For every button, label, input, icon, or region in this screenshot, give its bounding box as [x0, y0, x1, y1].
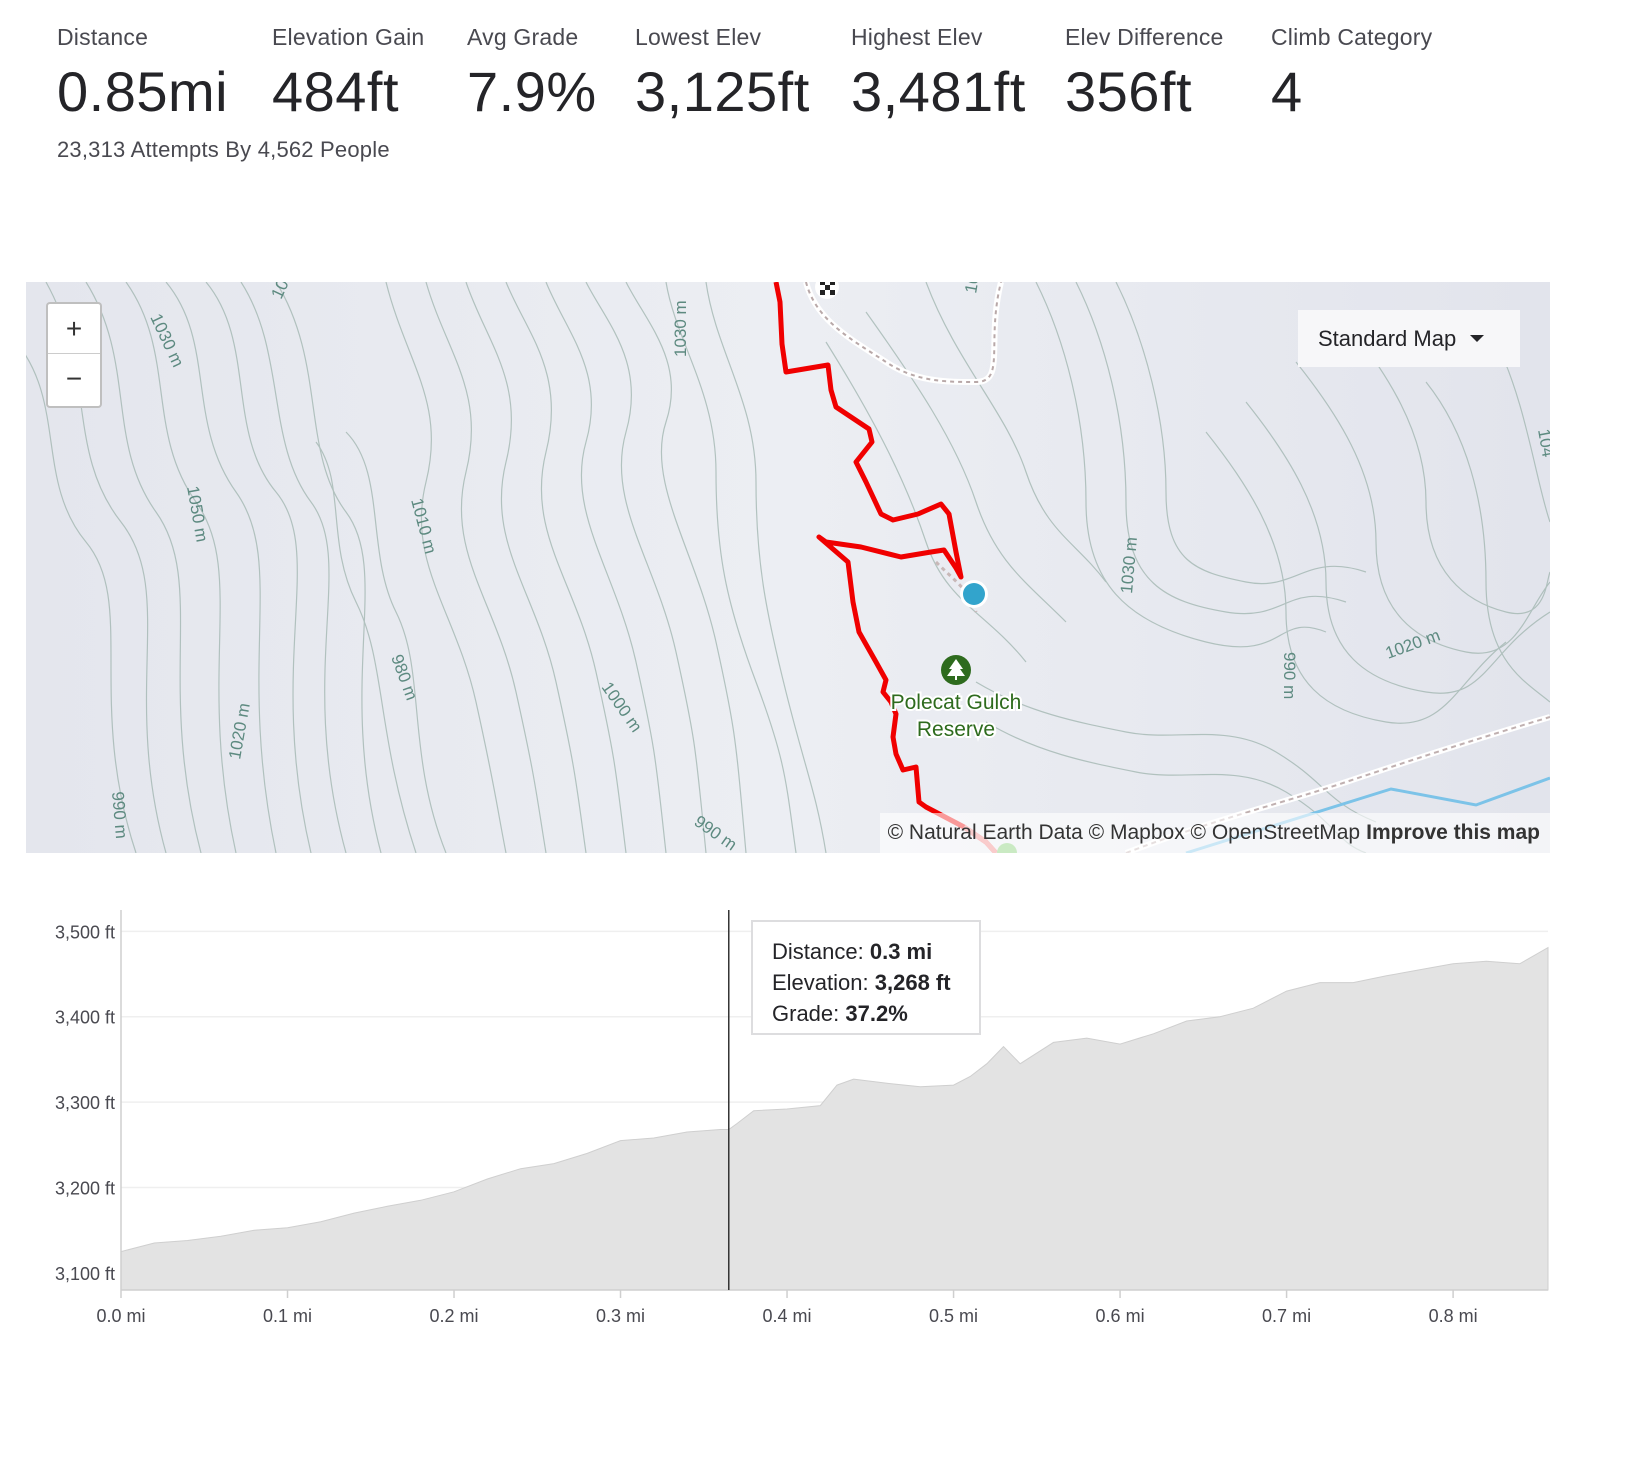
contour-label: 990 m [108, 791, 131, 840]
contour-label: 10 [961, 282, 983, 295]
x-tick-label: 0.6 mi [1096, 1306, 1145, 1326]
x-tick-label: 0.1 mi [263, 1306, 312, 1326]
x-tick-label: 0.4 mi [763, 1306, 812, 1326]
stat-label: Lowest Elev [635, 24, 762, 50]
contour-lines [26, 282, 1550, 853]
segment-stats: Distance 0.85mi Elevation Gain 484ft Avg… [0, 0, 1648, 200]
x-tick-label: 0.7 mi [1262, 1306, 1311, 1326]
y-tick-label: 3,100 ft [55, 1264, 115, 1284]
stat-label: Highest Elev [851, 24, 983, 50]
contour-label: 104 [1534, 427, 1550, 458]
y-tick-label: 3,300 ft [55, 1093, 115, 1113]
stat-lowest-elev: Lowest Elev 3,125ft [635, 24, 810, 124]
stat-label: Elev Difference [1065, 24, 1224, 50]
map-type-dropdown[interactable]: Standard Map [1298, 310, 1520, 367]
map-type-label: Standard Map [1318, 325, 1457, 351]
tooltip-value: 3,268 ft [874, 970, 951, 995]
y-axis-labels: 3,100 ft 3,200 ft 3,300 ft 3,400 ft 3,500 ft [55, 922, 115, 1284]
chart-tooltip: Distance: 0.3 mi Elevation: 3,268 ft Gra… [751, 920, 981, 1035]
place-name: Reserve [917, 718, 995, 741]
stat-label: Avg Grade [467, 24, 579, 50]
stat-value: 3,125ft [635, 60, 810, 123]
stat-value: 3,481ft [851, 60, 1026, 123]
zoom-in-button[interactable]: + [48, 304, 100, 354]
tooltip-label: Distance: [772, 939, 864, 964]
contour-label: 1030 m [1117, 536, 1141, 594]
tooltip-grade: Grade: 37.2% [772, 998, 979, 1029]
contour-label: 990 m [1280, 652, 1299, 699]
x-tick-label: 0.3 mi [596, 1306, 645, 1326]
place-name: Polecat Gulch [891, 691, 1022, 714]
stat-avg-grade: Avg Grade 7.9% [467, 24, 597, 124]
tooltip-label: Grade: [772, 1001, 840, 1026]
stat-elev-difference: Elev Difference 356ft [1065, 24, 1224, 124]
segment-route[interactable] [773, 282, 998, 853]
segment-map[interactable]: Polecat Gulch Reserve 1030 m 1050 m 1010… [26, 282, 1550, 853]
stat-value: 0.85mi [57, 60, 229, 123]
stat-value: 356ft [1065, 60, 1193, 123]
x-tick-label: 0.2 mi [430, 1306, 479, 1326]
stat-distance: Distance 0.85mi [57, 24, 228, 124]
stat-climb-category: Climb Category 4 [1271, 24, 1432, 124]
zoom-control: + − [46, 302, 102, 408]
zoom-out-button[interactable]: − [65, 363, 83, 394]
caret-down-icon [1470, 335, 1485, 342]
stat-value: 7.9% [467, 60, 597, 123]
stat-label: Elevation Gain [272, 24, 425, 50]
contour-label: 1030 m [671, 300, 690, 357]
stat-value: 4 [1271, 60, 1303, 123]
map-attribution: © Natural Earth Data © Mapbox © OpenStre… [879, 813, 1550, 853]
x-tick-label: 0.5 mi [929, 1306, 978, 1326]
elevation-area [120, 946, 1549, 1291]
contour-label: 10 [267, 282, 292, 302]
park-tree-icon [941, 655, 971, 685]
position-marker [963, 583, 985, 605]
tooltip-value: 37.2% [845, 1001, 908, 1026]
stat-value: 484ft [272, 60, 400, 123]
trail-path [805, 282, 1002, 384]
y-tick-label: 3,200 ft [55, 1179, 115, 1199]
stat-elevation-gain: Elevation Gain 484ft [272, 24, 424, 124]
finish-flag-icon [815, 282, 839, 299]
y-tick-label: 3,500 ft [55, 922, 115, 942]
x-tick-label: 0.0 mi [96, 1306, 145, 1326]
tooltip-label: Elevation: [772, 970, 869, 995]
tooltip-distance: Distance: 0.3 mi [772, 936, 979, 967]
elevation-profile-chart[interactable]: 3,100 ft 3,200 ft 3,300 ft 3,400 ft 3,500 ft… [0, 880, 1648, 1360]
attempts-count: 23,313 Attempts By 4,562 People [57, 137, 390, 162]
tooltip-value: 0.3 mi [869, 939, 933, 964]
stat-highest-elev: Highest Elev 3,481ft [851, 24, 1026, 124]
stat-label: Climb Category [1271, 24, 1433, 50]
map-canvas[interactable]: Polecat Gulch Reserve 1030 m 1050 m 1010… [26, 282, 1550, 853]
attribution-text: © Natural Earth Data © Mapbox © OpenStre… [887, 821, 1361, 844]
y-tick-label: 3,400 ft [55, 1008, 115, 1028]
stat-label: Distance [57, 24, 149, 50]
x-axis-labels: 0.0 mi 0.1 mi 0.2 mi 0.3 mi 0.4 mi 0.5 mi 0.6 … [96, 1290, 1478, 1326]
tooltip-elevation: Elevation: 3,268 ft [772, 967, 979, 998]
improve-map-link[interactable]: Improve this map [1366, 821, 1540, 844]
x-tick-label: 0.8 mi [1429, 1306, 1478, 1326]
